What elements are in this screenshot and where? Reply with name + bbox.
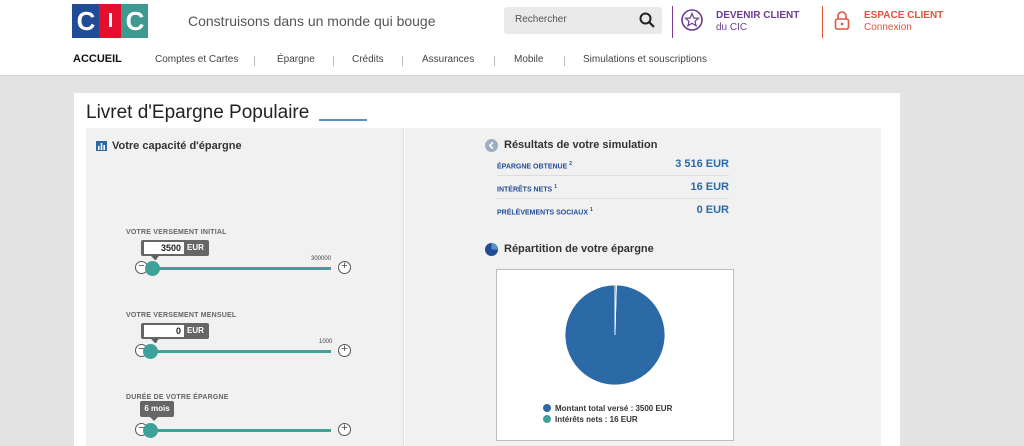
client-area-subtitle: Connexion [864, 22, 912, 33]
tooltip-pointer [151, 256, 159, 260]
logo-block-middle: I [99, 4, 121, 38]
nav-separator [333, 56, 334, 66]
initial-deposit-label: VOTRE VERSEMENT INITIAL [126, 229, 227, 236]
slider-handle[interactable] [142, 344, 158, 359]
monthly-deposit-tooltip: 0 EUR [141, 323, 209, 343]
star-icon[interactable] [681, 9, 703, 31]
slider-max-label: 300000 [311, 256, 332, 262]
result-row-interest: INTÉRÊTS NETS 1 16 EUR [497, 176, 729, 199]
duration-slider[interactable] [150, 429, 331, 432]
result-label: INTÉRÊTS NETS 1 [497, 184, 557, 194]
title-underline [319, 119, 367, 121]
slider-min-label: 0 [154, 339, 158, 345]
search-box[interactable]: Rechercher [504, 7, 662, 34]
nav-separator [494, 56, 495, 66]
slider-min-label: 0 [154, 256, 158, 262]
duration-value: 6 mois [144, 404, 170, 413]
nav-item-assurances[interactable]: Assurances [422, 54, 475, 65]
client-area-title: ESPACE CLIENT [864, 10, 944, 21]
monthly-deposit-label: VOTRE VERSEMENT MENSUEL [126, 312, 237, 319]
search-icon[interactable] [638, 11, 656, 29]
increase-button[interactable]: + [338, 344, 351, 357]
pie-chart [564, 284, 666, 386]
currency-unit: EUR [187, 326, 204, 335]
logo-block-right: C [121, 4, 148, 38]
top-header: C I C Construisons dans un monde qui bou… [0, 0, 1024, 44]
result-label: PRÉLÈVEMENTS SOCIAUX 1 [497, 207, 593, 217]
result-row-social-charges: PRÉLÈVEMENTS SOCIAUX 1 0 EUR [497, 199, 729, 222]
divider [672, 6, 673, 38]
initial-deposit-tooltip: 3500 EUR [141, 240, 209, 260]
cic-logo[interactable]: C I C [72, 4, 148, 38]
results-panel: Résultats de votre simulation ÉPARGNE OB… [405, 128, 881, 446]
capacity-heading: Votre capacité d'épargne [112, 140, 242, 152]
divider [822, 6, 823, 38]
legend-dot [543, 415, 551, 423]
breakdown-heading: Répartition de votre épargne [504, 243, 654, 255]
logo-block-left: C [72, 4, 99, 38]
tooltip-pointer [151, 339, 159, 343]
nav-separator [402, 56, 403, 66]
simulator-card: Livret d'Epargne Populaire Votre capacit… [74, 93, 900, 446]
monthly-deposit-input[interactable]: 0 [144, 325, 184, 337]
slider-max-label: 1000 [319, 339, 333, 345]
slider-handle[interactable] [144, 261, 160, 276]
pie-slice-interest[interactable] [614, 284, 617, 336]
become-client-link[interactable]: DEVENIR CLIENT du CIC [716, 10, 799, 34]
results-heading: Résultats de votre simulation [504, 139, 658, 151]
increase-button[interactable]: + [338, 261, 351, 274]
initial-deposit-slider[interactable] [150, 267, 331, 270]
lock-icon[interactable] [831, 9, 853, 31]
nav-item-epargne[interactable]: Épargne [277, 54, 315, 65]
increase-button[interactable]: + [338, 423, 351, 436]
nav-separator [564, 56, 565, 66]
result-row-savings: ÉPARGNE OBTENUE 2 3 516 EUR [497, 153, 729, 176]
currency-unit: EUR [187, 243, 204, 252]
pie-chart-icon [485, 243, 498, 256]
monthly-deposit-slider[interactable] [150, 350, 331, 353]
result-value: 3 516 EUR [675, 158, 729, 170]
capacity-panel: Votre capacité d'épargne VOTRE VERSEMENT… [86, 128, 404, 446]
initial-deposit-input[interactable]: 3500 [144, 242, 184, 254]
nav-separator [254, 56, 255, 66]
duration-tooltip: 6 mois [140, 401, 174, 421]
slider-handle[interactable] [142, 423, 158, 438]
back-arrow-icon [485, 139, 498, 152]
nav-item-comptes-cartes[interactable]: Comptes et Cartes [155, 54, 239, 65]
legend-item-interest: Intérêts nets : 16 EUR [543, 415, 638, 424]
result-value: 16 EUR [690, 181, 729, 193]
result-value: 0 EUR [696, 204, 729, 216]
become-client-subtitle: du CIC [716, 22, 748, 33]
main-nav: ACCUEIL Comptes et Cartes Épargne Crédit… [0, 44, 1024, 76]
search-input[interactable]: Rechercher [515, 14, 567, 25]
client-area-link[interactable]: ESPACE CLIENT Connexion [864, 10, 943, 34]
legend-dot [543, 404, 551, 412]
pie-chart-container: Montant total versé : 3500 EUR Intérêts … [496, 269, 734, 441]
page-title: Livret d'Epargne Populaire [86, 102, 310, 123]
duration-label: DURÉE DE VOTRE ÉPARGNE [126, 394, 229, 401]
nav-item-mobile[interactable]: Mobile [514, 54, 544, 65]
legend-item-principal: Montant total versé : 3500 EUR [543, 404, 672, 413]
result-label: ÉPARGNE OBTENUE 2 [497, 161, 573, 171]
nav-item-credits[interactable]: Crédits [352, 54, 384, 65]
bar-chart-icon [96, 141, 107, 151]
nav-item-accueil[interactable]: ACCUEIL [73, 53, 122, 65]
nav-item-simulations[interactable]: Simulations et souscriptions [583, 54, 707, 65]
tagline: Construisons dans un monde qui bouge [188, 13, 436, 29]
become-client-title: DEVENIR CLIENT [716, 10, 800, 21]
tooltip-pointer [150, 417, 158, 421]
